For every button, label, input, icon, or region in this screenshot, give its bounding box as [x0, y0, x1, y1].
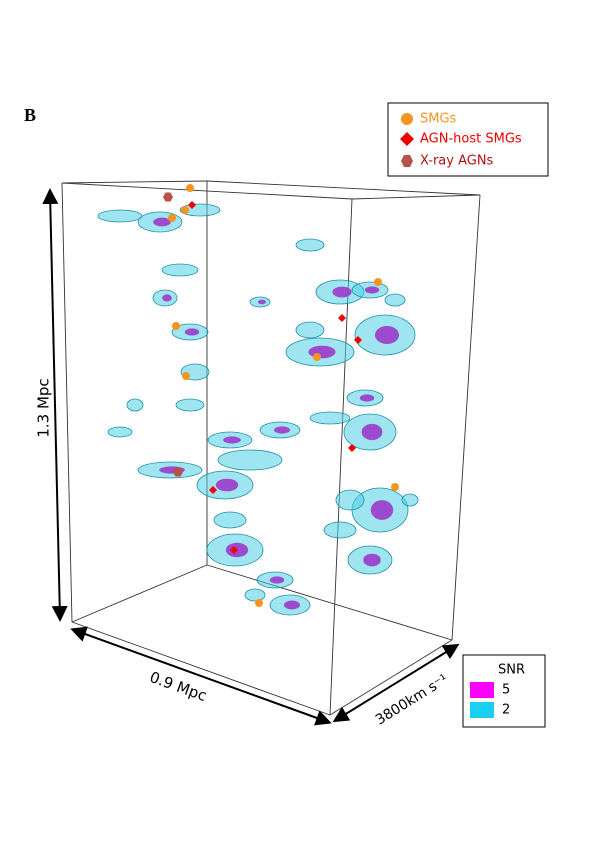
agn-smg-marker — [338, 314, 346, 322]
legend-label: X-ray AGNs — [420, 154, 494, 169]
snr-legend: SNR 5 2 — [462, 654, 546, 728]
contour-snr5 — [359, 394, 375, 402]
axis-arrows — [42, 188, 460, 726]
depth-label: 3800km s⁻¹ — [373, 671, 451, 728]
contour-snr2 — [126, 398, 144, 412]
smg-marker — [313, 353, 321, 361]
xray-agn-marker — [173, 467, 183, 477]
density-contours — [97, 203, 419, 616]
legend-label: SMGs — [420, 112, 457, 127]
smg-marker — [391, 483, 399, 491]
cube — [61, 180, 481, 716]
contour-snr2 — [161, 263, 199, 277]
agn-smg-marker — [354, 336, 362, 344]
smg-marker — [182, 372, 190, 380]
contour-snr5 — [274, 426, 290, 434]
contour-snr2 — [401, 493, 419, 507]
contour-snr2 — [323, 521, 357, 539]
height-label: 1.3 Mpc — [35, 378, 53, 437]
contour-snr2 — [107, 426, 133, 438]
contour-snr5 — [364, 286, 380, 294]
contour-snr5 — [332, 286, 352, 298]
legend-label: AGN-host SMGs — [420, 132, 522, 147]
snr-level: 5 — [502, 683, 510, 698]
contour-snr5 — [223, 436, 241, 444]
contour-snr5 — [258, 299, 266, 305]
xray-agn-marker — [163, 192, 173, 202]
smg-marker — [255, 599, 263, 607]
contour-snr5 — [215, 478, 239, 492]
contour-snr2 — [97, 209, 143, 223]
contour-snr5 — [308, 345, 336, 359]
contour-snr5 — [375, 326, 399, 344]
smg-marker — [172, 322, 180, 330]
contour-snr2 — [309, 411, 351, 425]
snr-title: SNR — [498, 663, 525, 678]
contour-snr2 — [175, 398, 205, 412]
agn-smg-marker — [209, 486, 217, 494]
snr-swatch — [470, 682, 494, 698]
contour-snr5 — [153, 217, 171, 227]
contour-snr2 — [295, 238, 325, 252]
legend: SMGs AGN-host SMGs X-ray AGNs — [387, 102, 549, 177]
agn-smg-marker — [188, 201, 196, 209]
legend-box — [387, 102, 549, 177]
legend-marker — [401, 113, 413, 125]
contour-snr2 — [384, 293, 406, 307]
contour-snr5 — [361, 423, 383, 441]
panel-label: B — [24, 105, 36, 125]
contour-snr5 — [370, 500, 394, 520]
smg-marker — [186, 184, 194, 192]
contour-snr5 — [162, 294, 172, 302]
legend-marker — [401, 155, 413, 167]
width-label: 0.9 Mpc — [147, 668, 209, 705]
agn-smg-marker — [348, 444, 356, 452]
snr-swatch — [470, 702, 494, 718]
contour-snr2 — [217, 449, 283, 471]
contour-snr2 — [213, 511, 247, 529]
agn-smg-marker — [230, 546, 238, 554]
sources — [163, 184, 399, 607]
contour-snr2 — [335, 489, 365, 511]
snr-level: 2 — [502, 703, 510, 718]
contour-snr2 — [295, 321, 325, 339]
smg-marker — [168, 214, 176, 222]
legend-marker — [400, 132, 414, 146]
smg-marker — [374, 278, 382, 286]
contour-snr5 — [284, 600, 300, 610]
contour-snr5 — [269, 576, 285, 584]
contour-snr5 — [184, 328, 200, 336]
contour-snr2 — [244, 588, 266, 602]
smg-marker — [181, 206, 189, 214]
contour-snr5 — [363, 553, 381, 567]
